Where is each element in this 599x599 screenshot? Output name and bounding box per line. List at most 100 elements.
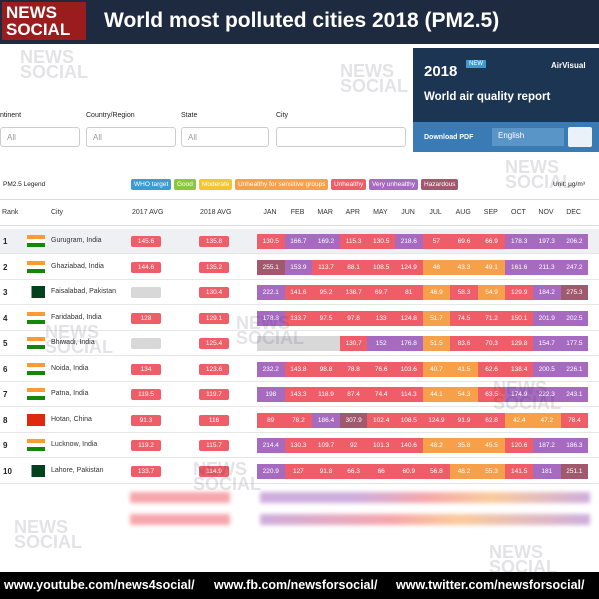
legend-chip: Moderate: [199, 179, 233, 190]
month-cell: 232.2: [257, 361, 285, 377]
month-cell: 143.8: [284, 361, 313, 377]
city-name: Patna, India: [51, 390, 89, 397]
table-row: [0, 408, 599, 433]
watermark-text: NEWS: [20, 47, 74, 67]
filter-label: State: [181, 112, 198, 119]
month-cell: 124.9: [422, 412, 451, 428]
avg-value: 119.7: [199, 389, 229, 400]
month-cell: 174.9: [505, 387, 533, 402]
avg-value: [131, 338, 161, 349]
legend-chip: Good: [174, 179, 196, 190]
month-cell: 222.1: [257, 285, 285, 300]
month-cell: 66.9: [477, 234, 506, 249]
column-header: DEC: [566, 209, 581, 216]
avg-value: 130.4: [199, 287, 229, 298]
month-cell: 54.9: [477, 285, 506, 300]
watermark-text: NEWS: [340, 61, 394, 81]
month-cell: 83.6: [450, 336, 478, 351]
month-cell: 57: [422, 234, 451, 249]
month-cell: 74.5: [450, 310, 478, 326]
month-cell: 78.8: [339, 361, 368, 377]
footer-link[interactable]: www.youtube.com/news4social/: [4, 578, 195, 592]
month-cell: 44.1: [422, 387, 451, 402]
avg-value: 133.7: [131, 465, 161, 477]
filter-select[interactable]: All: [0, 127, 80, 147]
table-row: [0, 459, 599, 484]
footer-link[interactable]: www.fb.com/newsforsocial/: [214, 578, 378, 592]
month-cell: 152: [367, 336, 395, 351]
month-cell: [257, 336, 285, 351]
city-name: Lucknow, India: [51, 441, 98, 448]
month-cell: 141.5: [505, 463, 533, 479]
month-cell: 181: [533, 463, 561, 479]
download-button[interactable]: [568, 127, 592, 147]
month-cell: 114.3: [395, 387, 423, 402]
month-cell: 153.9: [284, 259, 313, 275]
table-row: [0, 433, 599, 458]
avg-value: 123.6: [199, 363, 229, 375]
flag: [27, 311, 45, 324]
month-cell: 143.3: [284, 387, 313, 402]
avg-value: 128: [131, 312, 161, 324]
month-cell: 103.6: [395, 361, 423, 377]
flag: [27, 286, 45, 298]
blurred-rows: [10, 488, 590, 548]
avg-value: 115.7: [199, 440, 229, 451]
month-cell: 251.1: [560, 463, 589, 479]
column-header: MAY: [373, 209, 388, 216]
month-cell: 226.1: [560, 361, 589, 377]
footer-link[interactable]: www.twitter.com/newsforsocial/: [396, 578, 585, 592]
month-cell: 71.2: [477, 310, 506, 326]
column-header: 2017 AVG: [132, 209, 164, 216]
legend-chip: Hazardous: [421, 179, 459, 190]
month-cell: 166.7: [284, 234, 313, 249]
column-header: 2018 AVG: [200, 209, 232, 216]
month-cell: 307.9: [339, 412, 368, 428]
month-cell: 198: [257, 387, 285, 402]
rank: 1: [3, 237, 8, 246]
month-cell: 178.3: [505, 234, 533, 249]
city-name: Faisalabad, Pakistan: [51, 288, 116, 295]
month-cell: 97.5: [312, 310, 340, 326]
download-label[interactable]: Download PDF: [424, 134, 474, 141]
month-cell: 130.7: [339, 336, 368, 351]
column-header: JUN: [401, 209, 415, 216]
month-cell: 177.5: [560, 336, 589, 351]
month-cell: 42.4: [505, 412, 533, 428]
month-cell: 218.6: [395, 234, 423, 249]
month-cell: 120.6: [505, 438, 533, 453]
table-row: [0, 357, 599, 382]
month-cell: 48.2: [422, 438, 451, 453]
month-cell: 138.7: [339, 285, 368, 300]
filter-select[interactable]: All: [86, 127, 176, 147]
logo-text: NEWS: [6, 3, 57, 22]
legend-chip: Unhealthy for sensitive groups: [235, 179, 329, 190]
month-cell: 41.5: [450, 361, 478, 377]
month-cell: 102.4: [367, 412, 395, 428]
legend-chip: Unhealthy: [331, 179, 367, 190]
month-cell: 275.3: [560, 285, 589, 300]
month-cell: 130.5: [257, 234, 285, 249]
month-cell: 124.9: [395, 259, 423, 275]
month-cell: 88.1: [339, 259, 368, 275]
month-cell: 45.5: [477, 438, 506, 453]
brand: AirVisual: [551, 61, 586, 70]
month-cell: 97.8: [339, 310, 368, 326]
filter-select[interactable]: All: [181, 127, 269, 147]
avg-value: 125.4: [199, 338, 229, 349]
month-cell: 108.5: [367, 259, 395, 275]
table-row: [0, 331, 599, 356]
language-select[interactable]: English: [492, 128, 564, 146]
table-row: [0, 255, 599, 280]
month-cell: 186.4: [312, 412, 340, 428]
filter-label: City: [276, 112, 289, 119]
city-name: Faridabad, India: [51, 313, 102, 321]
filter-select[interactable]: [276, 127, 406, 147]
column-header: OCT: [511, 209, 526, 216]
month-cell: 161.6: [505, 259, 533, 275]
month-cell: 124.8: [395, 310, 423, 326]
month-cell: 211.3: [533, 259, 561, 275]
city-name: Bhiwadi, India: [51, 339, 95, 346]
